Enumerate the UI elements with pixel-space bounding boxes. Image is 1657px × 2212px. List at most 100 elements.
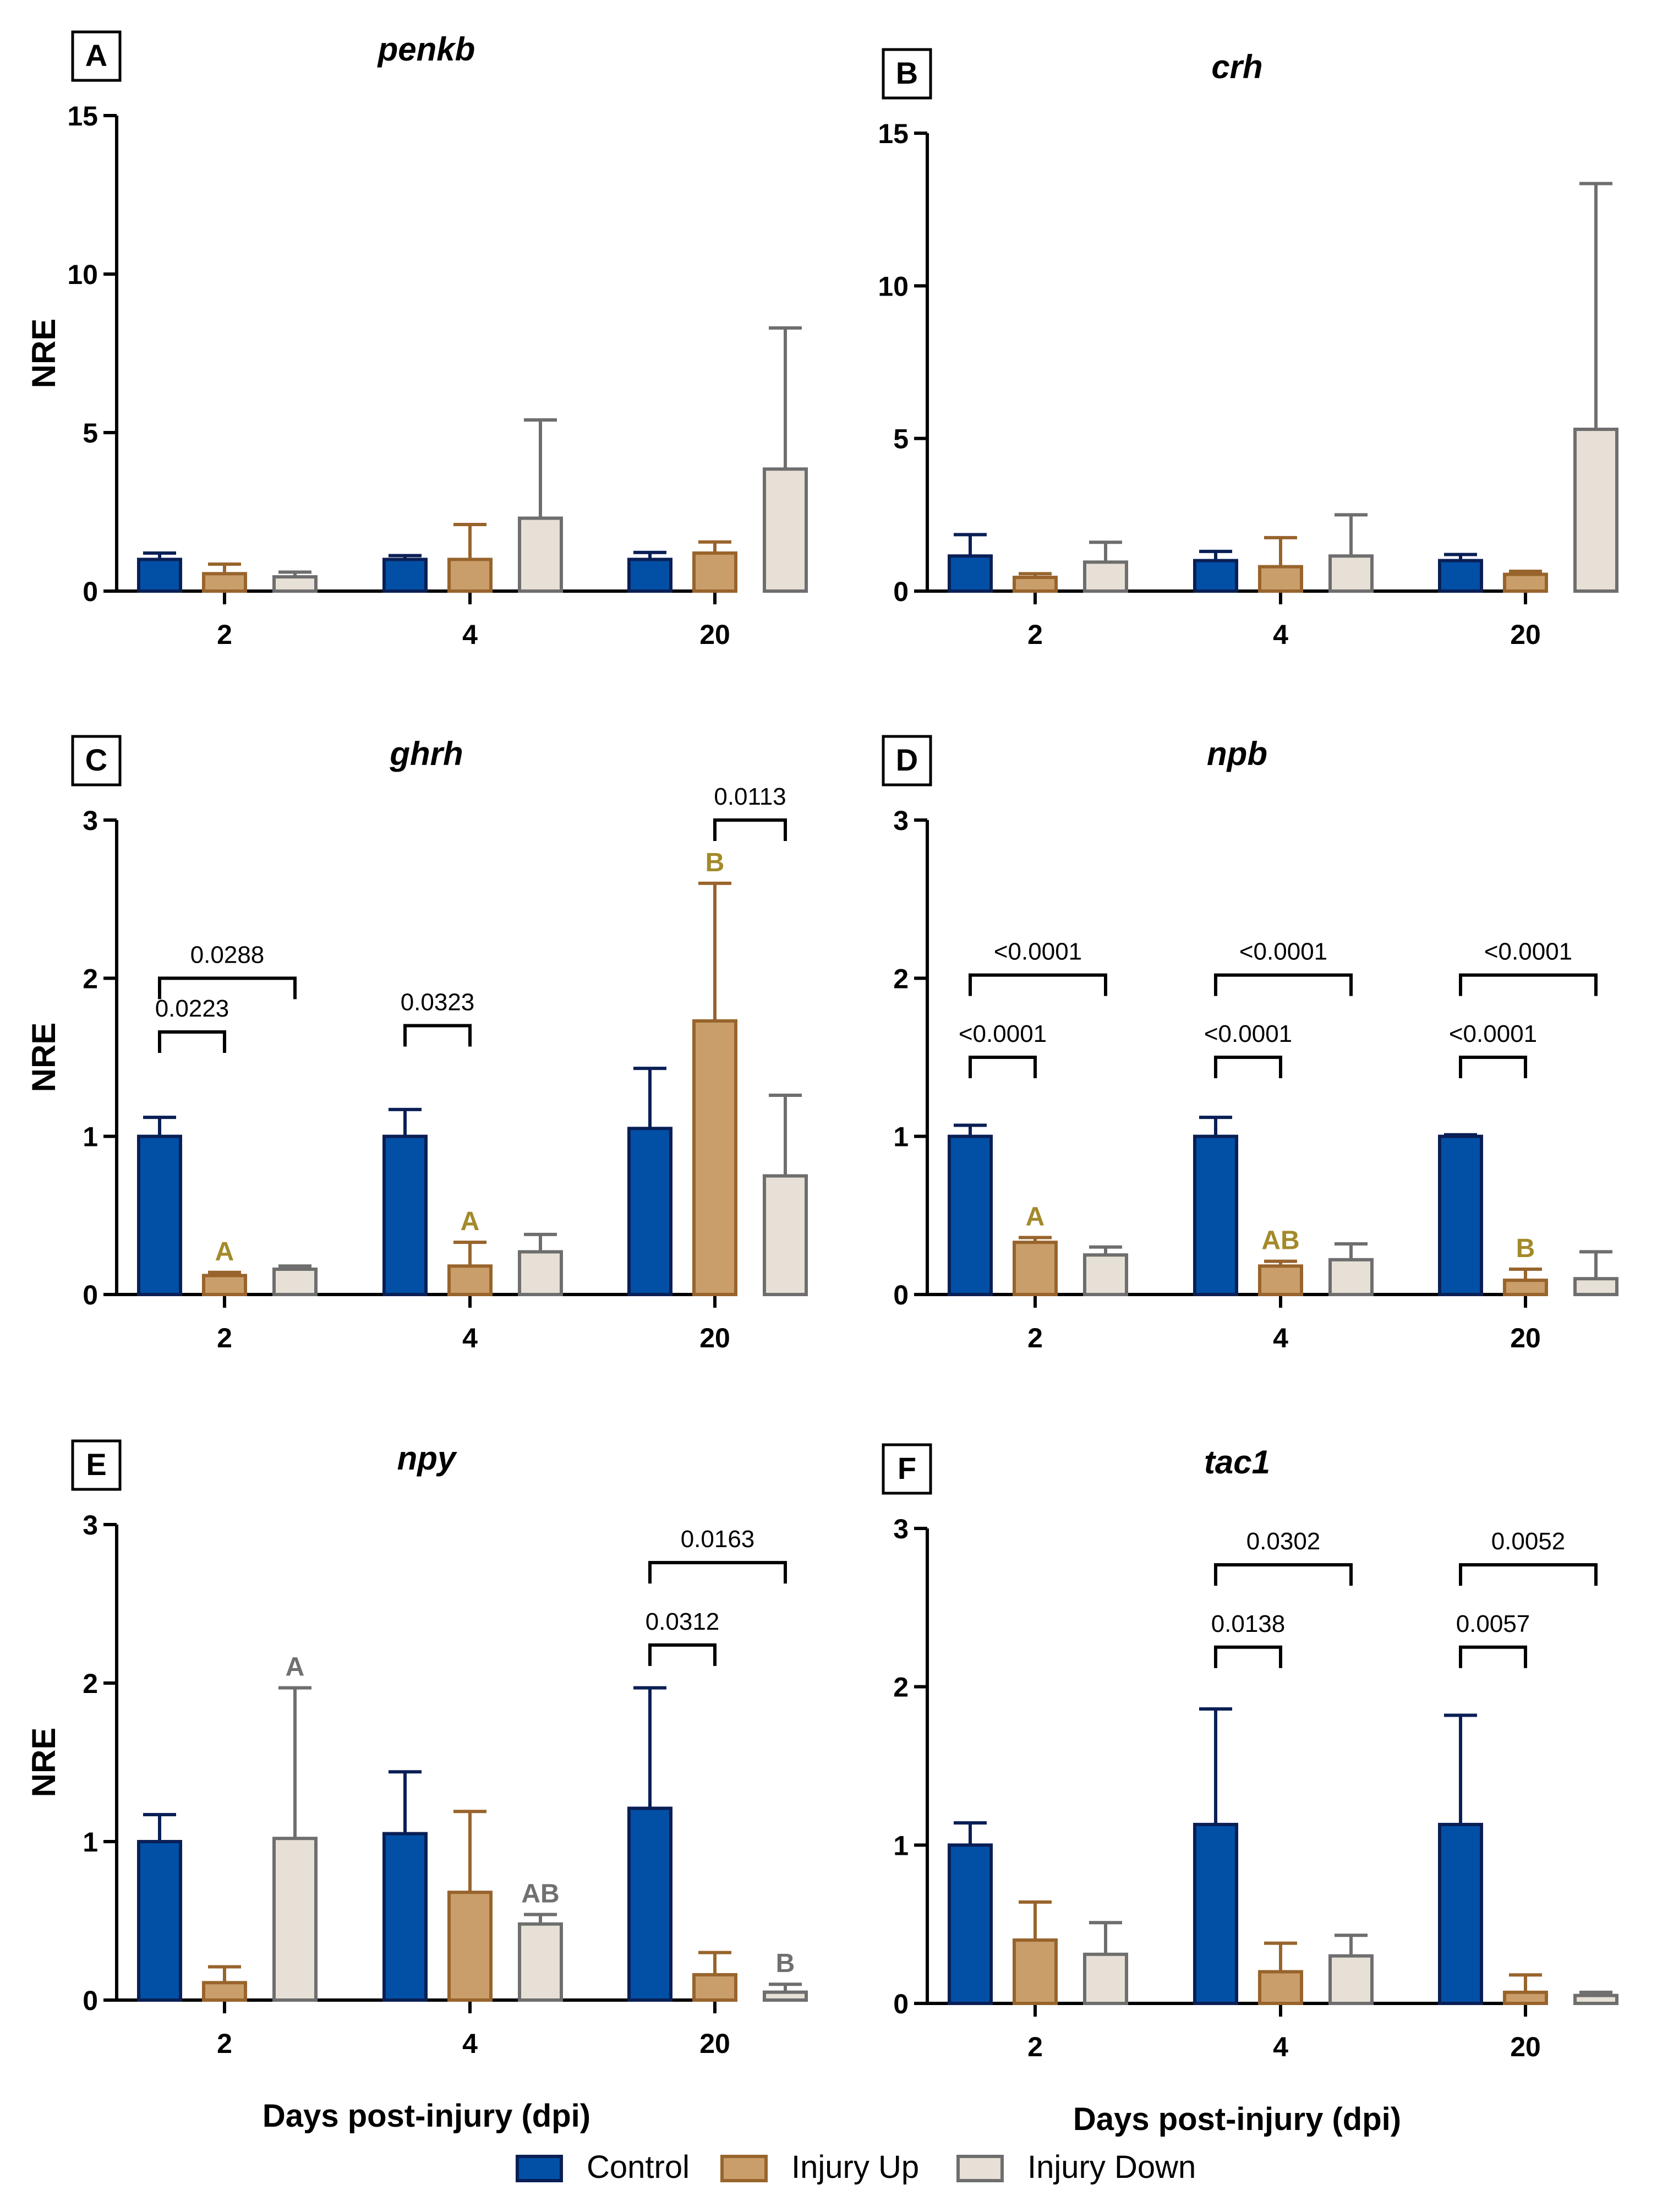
x-tick-label: 20 (699, 619, 730, 650)
bar-down (1083, 1253, 1128, 1297)
p-value-label: <0.0001 (959, 1020, 1047, 1047)
y-tick-label: 2 (83, 963, 98, 994)
significance-bracket (969, 973, 1107, 996)
bar-control (627, 1127, 672, 1297)
bar-down (272, 1268, 318, 1296)
chart-title: npb (1207, 735, 1267, 772)
x-tick-label: 4 (1273, 1323, 1288, 1353)
bar-control (137, 1840, 182, 2002)
x-tick-label: 20 (1510, 619, 1541, 650)
legend: Control Injury Up Injury Down (516, 2149, 1196, 2185)
panel-letter-box (71, 1439, 122, 1491)
bar-up (692, 1019, 737, 1296)
bar-up (1258, 1970, 1303, 2005)
legend-label: Control (587, 2149, 690, 2185)
bar-down (1328, 1954, 1374, 2005)
bar-control (1193, 559, 1238, 593)
panel-letter: F (898, 1451, 916, 1485)
p-value-label: <0.0001 (1239, 938, 1327, 965)
bar-down (1573, 1277, 1618, 1296)
y-tick-label: 5 (893, 424, 909, 455)
panel-letter-box (882, 1443, 932, 1495)
panel-letter-box (71, 735, 122, 787)
significance-bracket (648, 1643, 717, 1666)
p-value-label: <0.0001 (1204, 1020, 1292, 1047)
x-tick-label: 20 (699, 1323, 730, 1353)
bar-control (948, 554, 993, 593)
bar-down (763, 1174, 808, 1296)
y-tick-label: 10 (67, 259, 98, 290)
x-tick-label: 20 (1510, 2031, 1541, 2062)
significance-bracket (1214, 1056, 1282, 1078)
legend-swatch-down (956, 2155, 1004, 2182)
bar-down (763, 1990, 808, 2002)
y-tick-label: 0 (893, 1280, 909, 1310)
p-value-label: 0.0057 (1456, 1610, 1530, 1637)
x-tick-label: 2 (217, 619, 232, 650)
significance-letter: B (776, 1949, 795, 1978)
p-value-label: 0.0052 (1491, 1528, 1566, 1555)
significance-letter: AB (521, 1879, 559, 1908)
y-tick-label: 15 (67, 101, 98, 132)
significance-letter: B (706, 848, 725, 877)
chart-title: crh (1211, 48, 1262, 85)
bar-control (948, 1134, 993, 1297)
p-value-label: 0.0138 (1211, 1610, 1286, 1637)
x-axis-label: Days post-injury (dpi) (263, 2098, 590, 2134)
chart-title: npy (397, 1440, 457, 1477)
bar-down (518, 1922, 563, 2002)
p-value-label: <0.0001 (1484, 938, 1572, 965)
bar-control (627, 1806, 672, 2002)
p-value-label: 0.0302 (1246, 1528, 1321, 1555)
bar-up (1503, 1990, 1548, 2005)
significance-letter: A (1026, 1203, 1045, 1232)
x-tick-label: 2 (1027, 1323, 1043, 1353)
legend-label: Injury Down (1027, 2149, 1196, 2185)
legend-swatch-up (720, 2155, 768, 2182)
y-tick-label: 2 (893, 963, 909, 994)
y-tick-label: 0 (83, 576, 98, 607)
bar-control (382, 558, 428, 593)
y-axis-label: NRE (25, 319, 62, 389)
significance-bracket (158, 1030, 226, 1053)
bar-down (518, 516, 563, 593)
y-tick-label: 1 (893, 1122, 909, 1153)
p-value-label: <0.0001 (1449, 1020, 1537, 1047)
bar-up (202, 1981, 247, 2002)
y-tick-label: 0 (893, 576, 909, 607)
bar-up (1503, 1279, 1548, 1296)
bar-up (447, 1264, 493, 1297)
significance-letter: A (461, 1207, 480, 1236)
chart-title: ghrh (389, 735, 463, 772)
bar-down (518, 1250, 563, 1296)
x-tick-label: 4 (1273, 2031, 1288, 2062)
y-axis-label: NRE (25, 1023, 62, 1093)
y-axis-label: NRE (25, 1728, 62, 1798)
y-tick-label: 5 (83, 418, 98, 449)
bar-control (1438, 559, 1483, 593)
x-tick-label: 20 (699, 2028, 730, 2059)
panel-letter-box (71, 30, 122, 82)
legend-label: Injury Up (791, 2149, 919, 2185)
x-tick-label: 2 (1027, 619, 1043, 650)
bar-up (447, 558, 493, 593)
bar-up (202, 572, 247, 593)
chart-title: penkb (377, 31, 475, 68)
bar-up (202, 1274, 247, 1297)
y-tick-label: 0 (83, 1280, 98, 1310)
bar-down (272, 575, 318, 593)
p-value-label: 0.0223 (155, 995, 229, 1022)
y-tick-label: 3 (83, 1510, 98, 1541)
x-tick-label: 2 (1027, 2031, 1043, 2062)
significance-bracket (1459, 1056, 1527, 1078)
x-tick-label: 4 (462, 1323, 478, 1353)
bar-down (1573, 428, 1618, 593)
bar-up (1013, 576, 1058, 593)
significance-bracket (1214, 1645, 1282, 1668)
p-value-label: 0.0113 (714, 783, 786, 810)
x-tick-label: 4 (462, 619, 478, 650)
y-tick-label: 0 (893, 1989, 909, 2019)
